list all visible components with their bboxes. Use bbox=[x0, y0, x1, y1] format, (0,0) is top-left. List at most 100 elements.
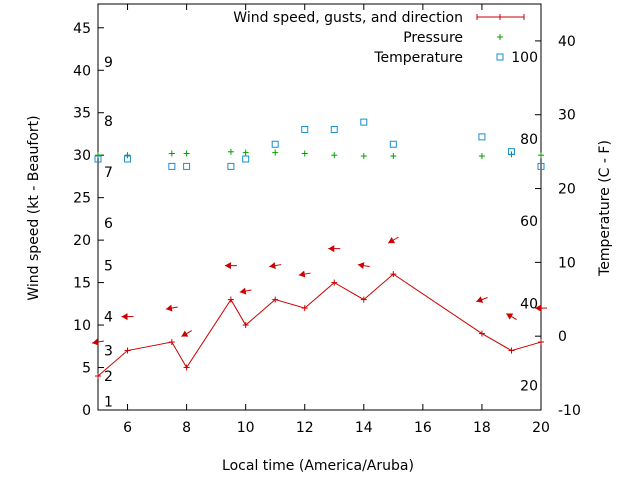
x-tick-label: 10 bbox=[237, 420, 255, 436]
y-tick-label: 40 bbox=[73, 63, 91, 79]
arrow-head bbox=[239, 287, 247, 295]
y-tick-label: 0 bbox=[82, 403, 91, 419]
arrow-head bbox=[121, 313, 128, 321]
pressure-point bbox=[331, 152, 338, 159]
wind-direction-arrow bbox=[121, 313, 134, 321]
arrow-head bbox=[92, 338, 99, 346]
y-tick-label: 20 bbox=[73, 233, 91, 249]
wind-direction-arrow bbox=[224, 262, 237, 270]
beaufort-label: 4 bbox=[104, 310, 113, 326]
x-tick-label: 8 bbox=[182, 420, 191, 436]
y-tick-label: 15 bbox=[73, 276, 91, 292]
arrow-head bbox=[388, 237, 396, 244]
temperature-point bbox=[301, 125, 309, 133]
wind-direction-arrow bbox=[298, 270, 311, 278]
arrow-head bbox=[181, 330, 189, 337]
x-tick-label: 12 bbox=[296, 420, 314, 436]
pressure-point bbox=[227, 148, 234, 155]
pressure-point bbox=[360, 153, 367, 160]
arrow-head bbox=[224, 262, 231, 270]
y-tick-label: 10 bbox=[73, 318, 91, 334]
y-tick-label: 30 bbox=[73, 148, 91, 164]
temperature-point bbox=[183, 162, 191, 170]
y-tick-label: 45 bbox=[73, 21, 91, 37]
arrow-head bbox=[269, 262, 276, 270]
fahrenheit-label: 100 bbox=[511, 50, 538, 66]
y2-tick-label: -10 bbox=[558, 403, 581, 419]
legend-label: Temperature bbox=[373, 50, 463, 66]
temperature-point bbox=[124, 155, 132, 163]
wind-direction-arrow bbox=[387, 236, 399, 244]
arrow-head bbox=[535, 304, 541, 312]
temperature-point bbox=[478, 133, 486, 141]
wind-direction-arrow bbox=[239, 287, 252, 295]
pressure-point bbox=[538, 152, 544, 159]
arrow-head bbox=[298, 270, 306, 278]
pressure-point bbox=[242, 149, 249, 156]
wind-direction-arrow bbox=[535, 304, 547, 312]
fahrenheit-label: 40 bbox=[520, 297, 538, 313]
wind-direction-arrow bbox=[269, 262, 282, 270]
pressure-point bbox=[272, 149, 279, 156]
wind-point bbox=[360, 296, 367, 303]
wind-direction-arrow bbox=[357, 262, 370, 270]
y2-axis-label: Temperature (C - F) bbox=[597, 140, 613, 277]
beaufort-label: 3 bbox=[104, 344, 113, 360]
y-tick-label: 35 bbox=[73, 106, 91, 122]
beaufort-label: 7 bbox=[104, 165, 113, 181]
wind-point bbox=[390, 271, 397, 278]
beaufort-label: 2 bbox=[104, 369, 113, 385]
plot-area bbox=[92, 118, 547, 380]
wind-direction-arrow bbox=[328, 245, 341, 253]
temperature-point bbox=[242, 155, 250, 163]
x-tick-label: 18 bbox=[473, 420, 491, 436]
fahrenheit-label: 80 bbox=[520, 132, 538, 148]
pressure-point bbox=[478, 153, 485, 160]
arrow-head bbox=[506, 313, 514, 320]
arrow-head bbox=[328, 245, 335, 253]
wind-point bbox=[168, 339, 175, 346]
temperature-point bbox=[537, 162, 545, 170]
legend-marker bbox=[496, 53, 504, 61]
fahrenheit-label: 20 bbox=[520, 379, 538, 395]
temperature-point bbox=[389, 140, 397, 148]
wind-point bbox=[331, 279, 338, 286]
wind-point bbox=[183, 364, 190, 371]
plot-frame bbox=[97, 3, 542, 411]
x-tick-label: 14 bbox=[355, 420, 373, 436]
wind-speed-line bbox=[97, 273, 542, 377]
x-tick-label: 6 bbox=[123, 420, 132, 436]
wind-direction-arrow bbox=[506, 313, 517, 321]
beaufort-label: 5 bbox=[104, 259, 113, 275]
y-tick-label: 5 bbox=[82, 361, 91, 377]
pressure-point bbox=[95, 152, 101, 159]
wind-point bbox=[478, 330, 485, 337]
wind-point bbox=[301, 305, 308, 312]
y2-tick-label: 30 bbox=[558, 108, 576, 124]
temperature-point bbox=[168, 162, 176, 170]
wind-point bbox=[227, 296, 234, 303]
fahrenheit-label: 60 bbox=[520, 214, 538, 230]
pressure-point bbox=[168, 150, 175, 157]
temperature-point bbox=[507, 148, 515, 156]
x-tick-label: 20 bbox=[532, 420, 550, 436]
axes-frame: 6 8 10 12 14 16 18 20051015202530354045-1001020… bbox=[73, 3, 581, 436]
wind-direction-arrow bbox=[476, 296, 488, 303]
pressure-point bbox=[124, 152, 131, 159]
legend-marker bbox=[497, 14, 503, 20]
wind-point bbox=[242, 322, 249, 329]
beaufort-label: 6 bbox=[104, 216, 113, 232]
wind-point bbox=[95, 373, 101, 380]
y2-tick-label: 20 bbox=[558, 182, 576, 198]
y-tick-label: 25 bbox=[73, 191, 91, 207]
beaufort-label: 8 bbox=[104, 114, 113, 130]
beaufort-label: 1 bbox=[104, 395, 113, 411]
x-axis-label: Local time (America/Aruba) bbox=[222, 458, 414, 474]
temperature-point bbox=[360, 118, 368, 126]
temperature-point bbox=[227, 162, 235, 170]
wind-point bbox=[508, 347, 515, 354]
pressure-point bbox=[390, 153, 397, 160]
wind-direction-arrow bbox=[92, 338, 104, 346]
y2-tick-label: 10 bbox=[558, 255, 576, 271]
